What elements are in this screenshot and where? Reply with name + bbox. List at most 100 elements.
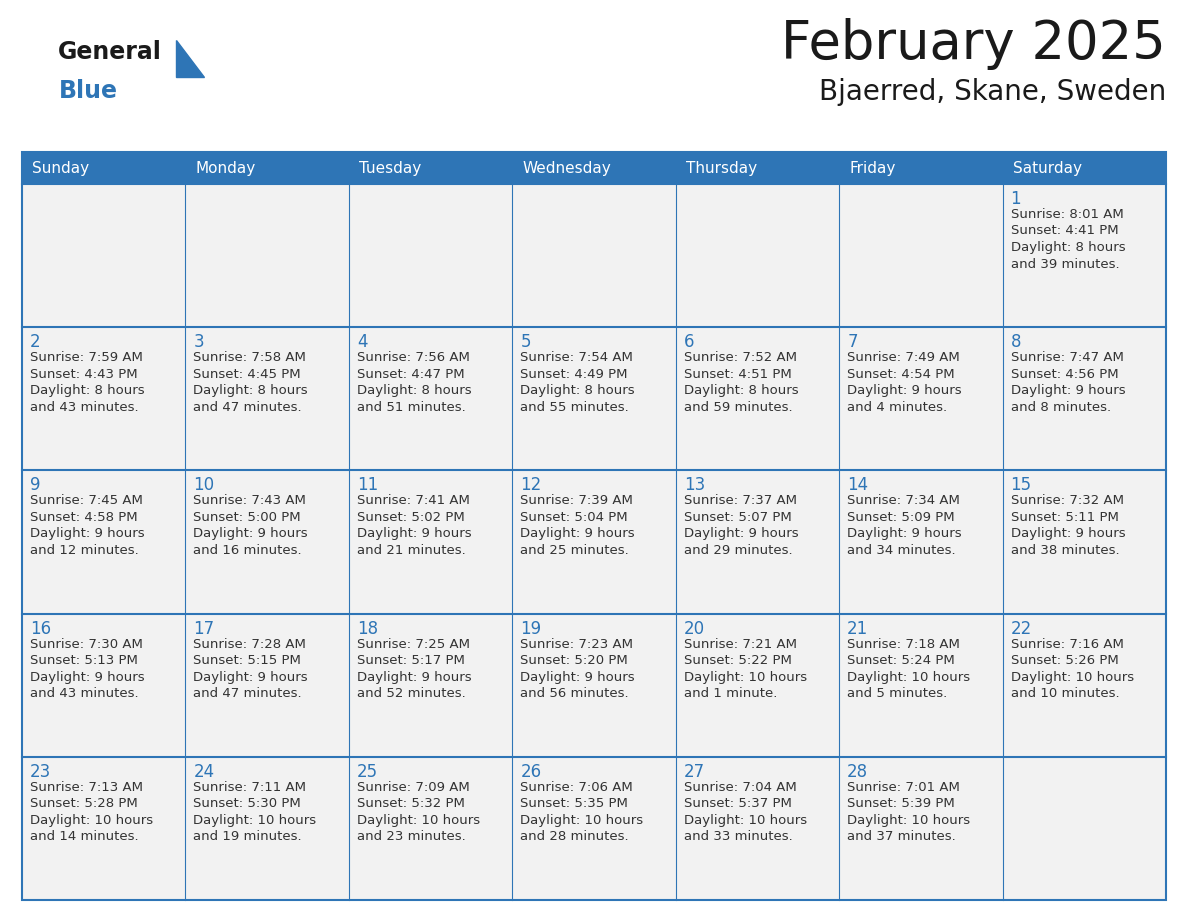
Text: Sunset: 5:28 PM: Sunset: 5:28 PM <box>30 798 138 811</box>
Text: Daylight: 8 hours: Daylight: 8 hours <box>194 385 308 397</box>
Text: Sunrise: 7:54 AM: Sunrise: 7:54 AM <box>520 352 633 364</box>
Text: 3: 3 <box>194 333 204 352</box>
Text: Sunset: 4:41 PM: Sunset: 4:41 PM <box>1011 225 1118 238</box>
Text: 19: 19 <box>520 620 542 638</box>
Text: Daylight: 9 hours: Daylight: 9 hours <box>194 528 308 541</box>
Text: 25: 25 <box>356 763 378 781</box>
Text: 1: 1 <box>1011 190 1022 208</box>
Bar <box>676 613 839 756</box>
Text: Sunrise: 7:04 AM: Sunrise: 7:04 AM <box>684 781 796 794</box>
Text: Sunset: 4:49 PM: Sunset: 4:49 PM <box>520 368 627 381</box>
Text: and 19 minutes.: and 19 minutes. <box>194 830 302 844</box>
Text: 23: 23 <box>30 763 51 781</box>
Text: 16: 16 <box>30 620 51 638</box>
Text: and 39 minutes.: and 39 minutes. <box>1011 258 1119 271</box>
Bar <box>23 152 1165 900</box>
Bar <box>349 184 512 327</box>
Text: Sunset: 5:22 PM: Sunset: 5:22 PM <box>684 655 791 667</box>
Text: and 8 minutes.: and 8 minutes. <box>1011 400 1111 414</box>
Bar <box>185 470 349 613</box>
Text: and 37 minutes.: and 37 minutes. <box>847 830 956 844</box>
Text: Daylight: 10 hours: Daylight: 10 hours <box>684 813 807 827</box>
Text: General: General <box>58 40 162 64</box>
Text: and 1 minute.: and 1 minute. <box>684 687 777 700</box>
Text: Daylight: 8 hours: Daylight: 8 hours <box>30 385 145 397</box>
Bar <box>185 184 349 327</box>
Text: Sunset: 4:43 PM: Sunset: 4:43 PM <box>30 368 138 381</box>
Text: Sunrise: 7:11 AM: Sunrise: 7:11 AM <box>194 781 307 794</box>
Text: and 52 minutes.: and 52 minutes. <box>356 687 466 700</box>
Text: Sunset: 4:51 PM: Sunset: 4:51 PM <box>684 368 791 381</box>
Text: Daylight: 9 hours: Daylight: 9 hours <box>684 528 798 541</box>
Text: and 47 minutes.: and 47 minutes. <box>194 687 302 700</box>
Text: Daylight: 10 hours: Daylight: 10 hours <box>356 813 480 827</box>
Text: 21: 21 <box>847 620 868 638</box>
Text: 11: 11 <box>356 476 378 495</box>
Text: and 12 minutes.: and 12 minutes. <box>30 543 139 557</box>
Text: Sunset: 5:24 PM: Sunset: 5:24 PM <box>847 655 955 667</box>
Text: and 10 minutes.: and 10 minutes. <box>1011 687 1119 700</box>
Text: Daylight: 10 hours: Daylight: 10 hours <box>847 671 971 684</box>
Bar <box>1003 184 1165 327</box>
Text: Daylight: 8 hours: Daylight: 8 hours <box>520 385 634 397</box>
Text: and 38 minutes.: and 38 minutes. <box>1011 543 1119 557</box>
Text: 28: 28 <box>847 763 868 781</box>
Text: Sunrise: 7:16 AM: Sunrise: 7:16 AM <box>1011 638 1124 651</box>
Text: Sunset: 5:20 PM: Sunset: 5:20 PM <box>520 655 628 667</box>
Bar <box>349 756 512 900</box>
Text: Daylight: 10 hours: Daylight: 10 hours <box>1011 671 1133 684</box>
Text: Sunset: 4:47 PM: Sunset: 4:47 PM <box>356 368 465 381</box>
Text: 7: 7 <box>847 333 858 352</box>
Text: and 59 minutes.: and 59 minutes. <box>684 400 792 414</box>
Bar <box>839 470 1003 613</box>
Text: Sunrise: 7:21 AM: Sunrise: 7:21 AM <box>684 638 797 651</box>
Text: 10: 10 <box>194 476 215 495</box>
Text: Sunset: 5:11 PM: Sunset: 5:11 PM <box>1011 511 1118 524</box>
Text: and 34 minutes.: and 34 minutes. <box>847 543 956 557</box>
Bar <box>1003 470 1165 613</box>
Text: 22: 22 <box>1011 620 1032 638</box>
Bar <box>23 152 1165 184</box>
Text: Sunrise: 8:01 AM: Sunrise: 8:01 AM <box>1011 208 1124 221</box>
Text: Sunset: 4:56 PM: Sunset: 4:56 PM <box>1011 368 1118 381</box>
Bar <box>676 756 839 900</box>
Text: Sunrise: 7:52 AM: Sunrise: 7:52 AM <box>684 352 797 364</box>
Bar <box>512 327 676 470</box>
Text: and 16 minutes.: and 16 minutes. <box>194 543 302 557</box>
Text: and 28 minutes.: and 28 minutes. <box>520 830 628 844</box>
Text: Sunrise: 7:58 AM: Sunrise: 7:58 AM <box>194 352 307 364</box>
Text: Daylight: 10 hours: Daylight: 10 hours <box>194 813 316 827</box>
Text: Blue: Blue <box>59 79 118 103</box>
Bar <box>1003 756 1165 900</box>
Text: Friday: Friday <box>849 161 896 175</box>
Text: Daylight: 8 hours: Daylight: 8 hours <box>356 385 472 397</box>
Bar <box>185 327 349 470</box>
Text: 14: 14 <box>847 476 868 495</box>
Text: Daylight: 9 hours: Daylight: 9 hours <box>30 528 145 541</box>
Text: Sunset: 5:37 PM: Sunset: 5:37 PM <box>684 798 791 811</box>
Text: Sunset: 5:30 PM: Sunset: 5:30 PM <box>194 798 302 811</box>
Polygon shape <box>176 40 204 77</box>
Text: Monday: Monday <box>196 161 255 175</box>
Text: and 33 minutes.: and 33 minutes. <box>684 830 792 844</box>
Text: Sunrise: 7:01 AM: Sunrise: 7:01 AM <box>847 781 960 794</box>
Text: Sunset: 5:04 PM: Sunset: 5:04 PM <box>520 511 628 524</box>
Bar <box>512 470 676 613</box>
Text: 2: 2 <box>30 333 40 352</box>
Bar <box>676 470 839 613</box>
Bar <box>185 756 349 900</box>
Text: Sunset: 5:39 PM: Sunset: 5:39 PM <box>847 798 955 811</box>
Bar <box>839 184 1003 327</box>
Text: Sunrise: 7:13 AM: Sunrise: 7:13 AM <box>30 781 143 794</box>
Text: Daylight: 10 hours: Daylight: 10 hours <box>30 813 153 827</box>
Text: Sunrise: 7:59 AM: Sunrise: 7:59 AM <box>30 352 143 364</box>
Text: Sunrise: 7:23 AM: Sunrise: 7:23 AM <box>520 638 633 651</box>
Text: and 25 minutes.: and 25 minutes. <box>520 543 628 557</box>
Bar <box>349 613 512 756</box>
Text: Sunrise: 7:32 AM: Sunrise: 7:32 AM <box>1011 495 1124 508</box>
Text: 26: 26 <box>520 763 542 781</box>
Text: Tuesday: Tuesday <box>359 161 421 175</box>
Text: 18: 18 <box>356 620 378 638</box>
Text: Sunset: 5:09 PM: Sunset: 5:09 PM <box>847 511 955 524</box>
Text: Sunrise: 7:28 AM: Sunrise: 7:28 AM <box>194 638 307 651</box>
